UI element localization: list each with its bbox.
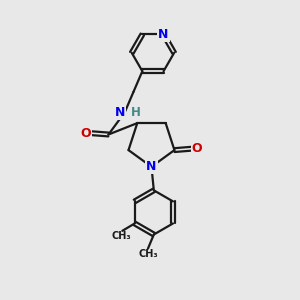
Text: N: N	[158, 28, 169, 41]
Text: O: O	[192, 142, 203, 155]
Text: N: N	[146, 160, 157, 173]
Text: CH₃: CH₃	[111, 231, 131, 241]
Text: CH₃: CH₃	[138, 249, 158, 259]
Text: O: O	[80, 127, 91, 140]
Text: H: H	[131, 106, 141, 119]
Text: N: N	[115, 106, 125, 119]
